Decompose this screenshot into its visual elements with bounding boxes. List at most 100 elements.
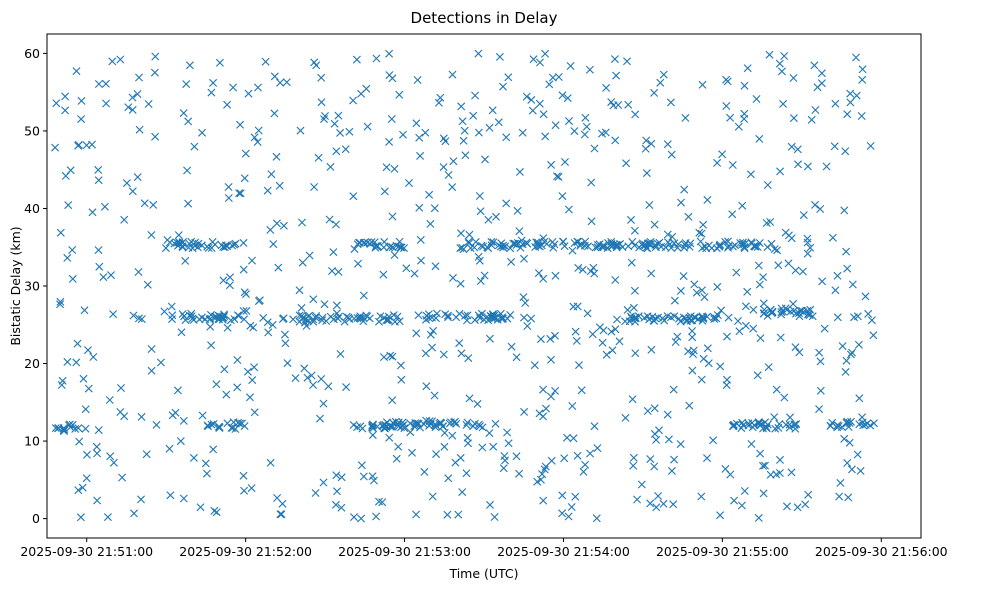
detection-point [840,434,849,443]
detection-point [681,240,690,249]
detection-point [89,353,98,361]
detection-point [177,328,186,337]
detection-point [61,106,70,115]
detection-point [197,241,206,250]
detection-point [759,299,768,308]
detection-point [831,286,840,295]
detection-point [210,312,219,321]
detection-point [474,252,483,261]
detection-point [844,493,853,502]
detection-point [476,277,485,285]
detection-point [858,75,867,84]
detection-point [575,361,583,370]
detection-point [210,506,219,515]
detection-point [448,70,457,79]
detection-point [622,159,631,168]
detections-series [51,49,878,523]
detection-point [558,192,567,201]
detection-point [458,488,467,497]
detection-point [698,80,707,89]
detection-point [847,417,855,426]
y-axis: 0 10 20 30 40 50 60 [24,46,47,526]
detection-point [211,240,219,249]
detection-point [667,466,676,475]
detection-point [402,264,411,273]
detection-point [93,449,102,458]
y-tick-label: 40 [24,201,40,216]
detection-point [756,334,765,343]
detection-point [755,239,764,247]
detection-point [240,315,249,324]
detection-point [263,186,272,195]
detection-point [485,429,494,438]
detection-point [395,90,404,99]
detection-point [805,311,814,320]
detection-point [365,314,374,323]
detection-point [464,354,473,363]
detection-point [452,419,461,428]
detection-point [397,243,406,252]
detection-point [580,241,589,250]
detection-point [521,299,530,307]
detection-point [713,158,722,167]
detection-point [390,251,399,259]
detection-point [480,271,489,280]
detection-point [326,162,335,171]
detection-point [574,263,583,272]
detection-point [830,142,839,151]
detection-point [61,92,70,101]
detection-point [642,243,651,252]
detection-point [149,200,158,209]
detection-point [386,242,395,251]
detection-point [789,74,798,82]
detection-point [724,242,733,251]
detection-point [623,57,631,66]
detection-point [342,383,351,392]
detection-point [317,73,326,82]
detection-point [485,123,494,132]
detection-point [320,115,328,124]
detection-point [264,328,273,337]
detection-point [81,424,90,433]
detection-point [614,101,623,109]
detection-point [206,322,215,331]
detection-point [350,245,359,254]
detection-point [734,122,743,131]
detection-point [667,244,676,252]
x-tick-label: 2025-09-30 21:52:00 [179,544,312,559]
detection-point [488,106,497,115]
detection-point [236,189,245,198]
detection-point [212,508,221,517]
detection-point [448,183,457,192]
detection-point [462,421,471,429]
detection-point [766,470,775,479]
detection-point [83,450,91,459]
detection-point [223,100,232,109]
detection-point [570,127,579,136]
detection-point [449,273,457,282]
detection-point [738,238,747,247]
chart-title: Detections in Delay [411,9,558,27]
detection-point [679,272,688,281]
detection-point [568,246,577,255]
detection-point [469,422,478,431]
detection-point [502,199,511,208]
detection-point [239,238,248,247]
detection-point [134,268,143,276]
detection-point [412,119,421,128]
detection-point [780,393,789,402]
detection-point [541,49,550,58]
detection-point [843,110,852,119]
detection-point [595,240,604,249]
detection-point [117,384,125,392]
detection-point [74,424,83,433]
detection-point [840,206,849,215]
detection-point [261,57,270,66]
detection-point [585,65,594,74]
detection-point [305,251,314,260]
detection-point [519,293,528,302]
detection-point [541,132,550,141]
detection-point [807,115,816,124]
detection-point [296,126,305,135]
detection-point [295,311,304,320]
